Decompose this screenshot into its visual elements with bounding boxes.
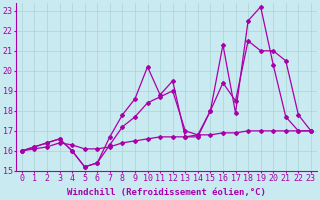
X-axis label: Windchill (Refroidissement éolien,°C): Windchill (Refroidissement éolien,°C) <box>67 188 266 197</box>
